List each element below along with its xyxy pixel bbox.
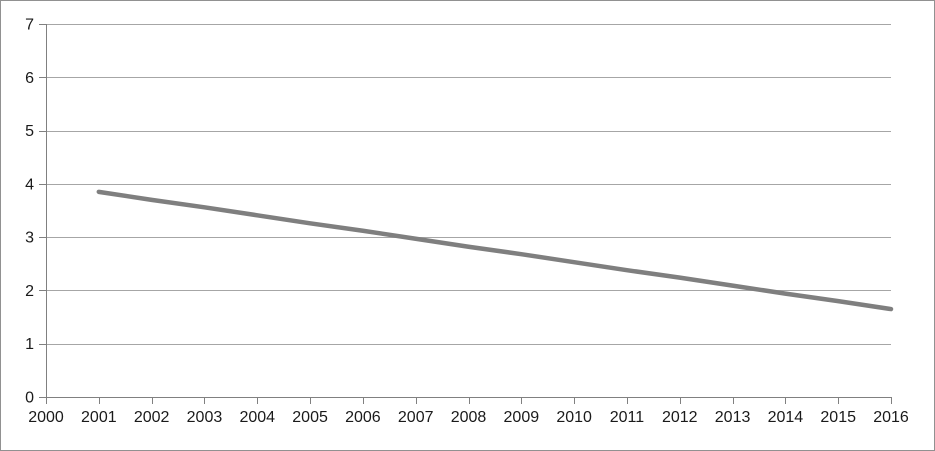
x-axis-tick-label: 2006 <box>345 409 381 426</box>
x-axis-tick-label: 2000 <box>28 409 64 426</box>
x-axis-tick-label: 2014 <box>768 409 804 426</box>
x-axis-tick-label: 2009 <box>504 409 540 426</box>
x-axis-tick-label: 2008 <box>451 409 487 426</box>
y-axis-tick-label: 6 <box>25 70 34 87</box>
x-axis-tick-label: 2010 <box>556 409 592 426</box>
y-axis-tick-label: 4 <box>25 176 34 193</box>
x-axis-tick-label: 2004 <box>239 409 275 426</box>
x-axis-tick-label: 2003 <box>187 409 223 426</box>
x-axis-tick-label: 2013 <box>715 409 751 426</box>
y-axis-tick-label: 0 <box>25 390 34 407</box>
x-axis-tick-label: 2016 <box>873 409 909 426</box>
x-axis-tick-label: 2011 <box>610 409 645 426</box>
x-axis-tick-label: 2015 <box>820 409 856 426</box>
y-axis-tick-label: 3 <box>25 230 34 247</box>
x-axis-tick-label: 2007 <box>398 409 434 426</box>
x-axis-tick-label: 2002 <box>134 409 170 426</box>
y-axis-tick-label: 2 <box>25 283 34 300</box>
x-axis-tick-label: 2001 <box>81 409 117 426</box>
y-axis-tick-label: 1 <box>25 336 34 353</box>
y-axis-tick-label: 7 <box>25 17 34 34</box>
y-axis-tick-label: 5 <box>25 123 34 140</box>
x-axis-tick-label: 2005 <box>292 409 328 426</box>
data-line-series <box>96 189 894 312</box>
x-axis-tick-label: 2012 <box>662 409 698 426</box>
